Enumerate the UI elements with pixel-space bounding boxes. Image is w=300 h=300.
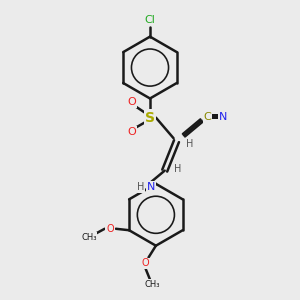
Text: H: H: [137, 182, 144, 192]
Text: O: O: [128, 97, 136, 107]
Text: O: O: [106, 224, 114, 234]
Text: O: O: [128, 127, 136, 137]
Text: O: O: [142, 258, 149, 268]
Text: H: H: [174, 164, 182, 174]
Text: CH₃: CH₃: [81, 232, 97, 242]
Text: N: N: [146, 182, 155, 192]
Text: Cl: Cl: [145, 15, 155, 26]
Text: CH₃: CH₃: [144, 280, 160, 289]
Text: N: N: [219, 112, 227, 122]
Text: S: S: [145, 111, 155, 124]
Text: H: H: [186, 139, 194, 149]
Text: C: C: [203, 112, 211, 122]
